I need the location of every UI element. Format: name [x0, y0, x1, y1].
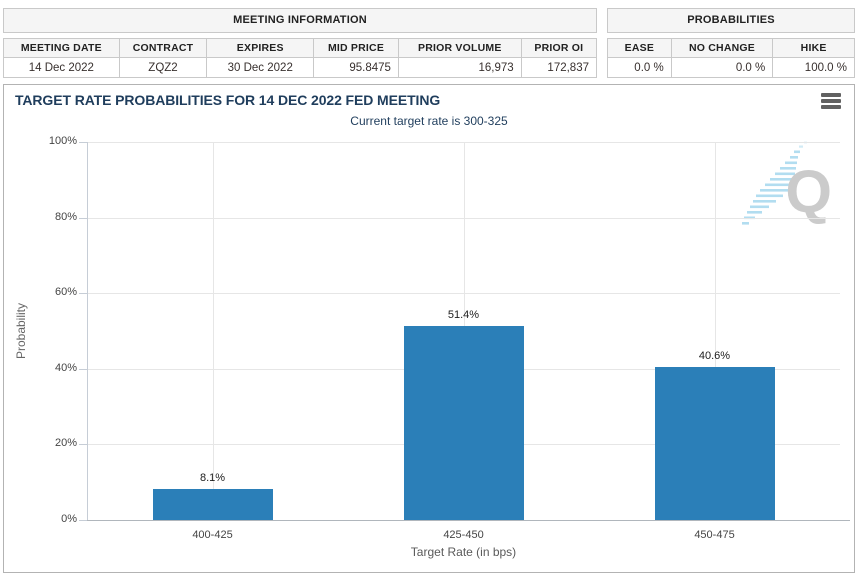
- probabilities-title: PROBABILITIES: [607, 8, 855, 33]
- mid-price-value: 95.8475: [313, 57, 399, 78]
- prior-oi-value: 172,837: [520, 57, 598, 78]
- no-change-value: 0.0 %: [670, 57, 774, 78]
- x-tick-label: 400-425: [192, 529, 233, 541]
- x-axis-title: Target Rate (in bps): [410, 545, 517, 559]
- expires-value: 30 Dec 2022: [206, 57, 315, 78]
- chart-subtitle: Current target rate is 300-325: [350, 114, 508, 128]
- header-tables: MEETING INFORMATION MEETING DATE CONTRAC…: [3, 8, 855, 78]
- meeting-info-table: MEETING DATE CONTRACT EXPIRES MID PRICE …: [3, 38, 598, 78]
- meeting-info-title: MEETING INFORMATION: [3, 8, 597, 33]
- y-axis-title: Probability: [14, 302, 28, 360]
- probabilities-table: EASE NO CHANGE HIKE 0.0 % 0.0 % 100.0 %: [607, 38, 855, 78]
- y-axis-tick: [79, 142, 87, 143]
- probabilities-section: PROBABILITIES EASE NO CHANGE HIKE 0.0 % …: [607, 8, 855, 78]
- col-header-contract: CONTRACT: [118, 38, 208, 58]
- col-header-meeting-date: MEETING DATE: [3, 38, 120, 58]
- y-tick-label: 80%: [54, 210, 77, 223]
- y-axis-tick: [79, 293, 87, 295]
- chart-menu-icon[interactable]: [821, 93, 841, 111]
- bar-450-475[interactable]: [654, 366, 775, 520]
- ease-value: 0.0 %: [607, 57, 672, 78]
- bar-425-450[interactable]: [403, 325, 524, 520]
- y-tick-label: 0%: [61, 513, 77, 525]
- col-header-mid-price: MID PRICE: [313, 38, 399, 58]
- col-header-no-change: NO CHANGE: [670, 38, 774, 58]
- y-axis-line: [87, 142, 88, 520]
- bar-value-label: 8.1%: [199, 472, 226, 485]
- y-axis-tick: [79, 444, 87, 446]
- hike-value: 100.0 %: [772, 57, 855, 78]
- col-header-expires: EXPIRES: [206, 38, 315, 58]
- gridline-vertical: [212, 142, 214, 520]
- chart-title: TARGET RATE PROBABILITIES FOR 14 DEC 202…: [15, 92, 441, 108]
- chart-panel: TARGET RATE PROBABILITIES FOR 14 DEC 202…: [3, 84, 855, 573]
- prior-volume-value: 16,973: [397, 57, 522, 78]
- y-axis-tick: [79, 368, 87, 370]
- bar-400-425[interactable]: [152, 489, 273, 520]
- y-tick-label: 60%: [54, 286, 77, 299]
- y-tick-label: 20%: [54, 437, 77, 450]
- x-tick-label: 425-450: [443, 529, 484, 541]
- col-header-prior-oi: PRIOR OI: [520, 38, 598, 58]
- gridline-vertical: [714, 142, 716, 520]
- svg-text:Q: Q: [785, 158, 832, 225]
- y-axis-tick: [79, 217, 87, 219]
- y-tick-label: 40%: [54, 361, 77, 374]
- contract-value: ZQZ2: [118, 57, 208, 78]
- y-tick-label: 100%: [48, 135, 77, 147]
- x-tick-label: 450-475: [694, 529, 735, 541]
- meeting-info-section: MEETING INFORMATION MEETING DATE CONTRAC…: [3, 8, 598, 78]
- meeting-date-value: 14 Dec 2022: [3, 57, 120, 78]
- bar-value-label: 40.6%: [698, 349, 731, 362]
- chart-plot: 0% 20% 40% 60% 80% 100% 8.1% 400-425 51.4% 425-45…: [4, 85, 856, 574]
- col-header-hike: HIKE: [772, 38, 855, 58]
- y-axis-tick: [79, 520, 87, 521]
- table-row: 0.0 % 0.0 % 100.0 %: [607, 57, 855, 78]
- bar-value-label: 51.4%: [447, 308, 480, 321]
- table-row: 14 Dec 2022 ZQZ2 30 Dec 2022 95.8475 16,…: [3, 57, 598, 78]
- col-header-prior-volume: PRIOR VOLUME: [397, 38, 522, 58]
- x-axis-line: [87, 520, 850, 521]
- quikstrike-watermark-icon: Q: [742, 141, 832, 225]
- col-header-ease: EASE: [607, 38, 672, 58]
